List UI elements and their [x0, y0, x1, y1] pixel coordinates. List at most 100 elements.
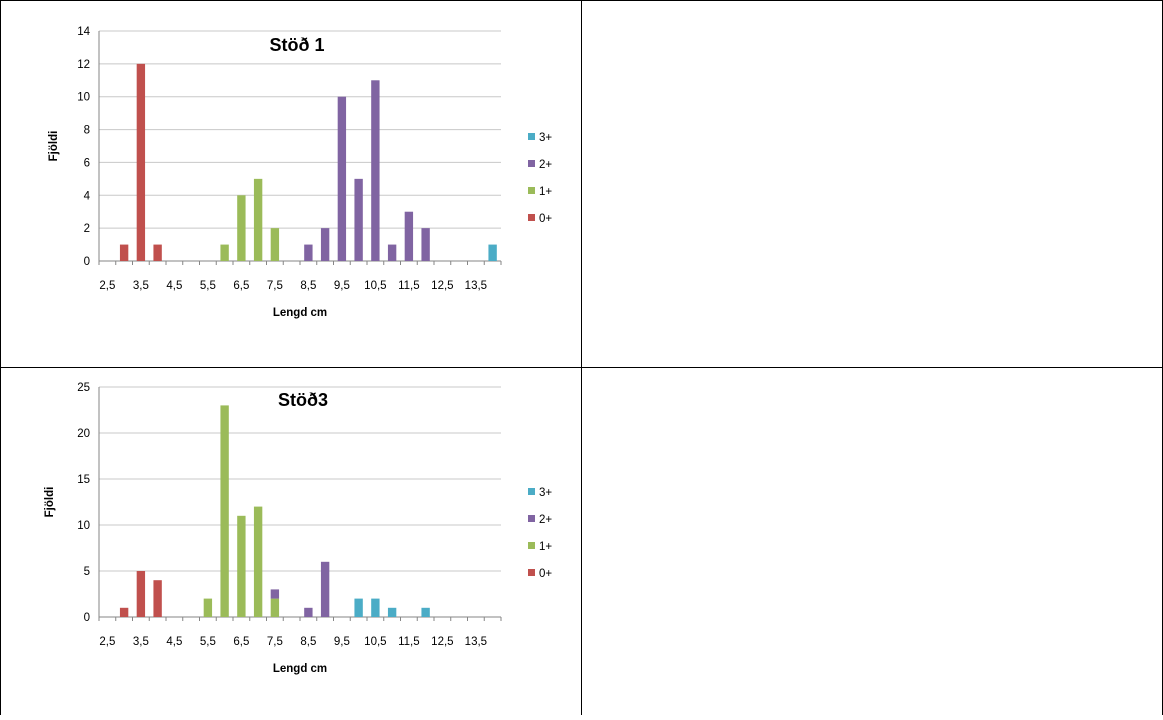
y-tick-label: 4 — [84, 190, 91, 202]
legend-label-0plus: 0+ — [539, 213, 552, 225]
x-tick-label: 8,5 — [300, 280, 316, 292]
bar-1plus-7 — [253, 506, 263, 617]
legend-swatch-3plus — [528, 488, 535, 495]
y-tick-label: 0 — [84, 612, 90, 624]
y-tick-label: 5 — [84, 566, 90, 578]
x-tick-label: 3,5 — [133, 280, 149, 292]
y-tick-label: 8 — [84, 125, 90, 137]
bar-0plus-4 — [153, 580, 162, 617]
legend-label-1plus: 1+ — [539, 186, 552, 198]
bar-1plus-5-5 — [203, 598, 213, 617]
legend-swatch-2plus — [528, 515, 535, 522]
y-tick-label: 12 — [77, 59, 90, 71]
bar-3plus-10-5 — [371, 598, 380, 617]
legend-swatch-0plus — [528, 214, 535, 221]
bar-2plus-9-5 — [337, 96, 347, 261]
chart-panel-stod-4: 0510152025303540452,53,54,55,56,57,58,59… — [45, 368, 1163, 715]
y-tick-label: 0 — [84, 256, 90, 268]
bar-3plus-12 — [421, 607, 430, 617]
x-tick-label: 5,5 — [200, 280, 216, 292]
chart-title: Stöð 1 — [269, 35, 324, 55]
legend-label-3plus: 3+ — [539, 487, 552, 499]
x-tick-label: 12,5 — [431, 280, 453, 292]
x-tick-label: 4,5 — [166, 280, 182, 292]
bar-1plus-6-5 — [237, 515, 246, 617]
y-tick-label: 15 — [77, 474, 90, 486]
bar-1plus-6 — [220, 244, 229, 261]
bar-1plus-7-5 — [270, 228, 280, 261]
bar-0plus-4 — [153, 244, 162, 261]
bar-2plus-8-5 — [304, 244, 313, 261]
chart-stod-3: 0 5 10 15 20 25 2,5 3,5 4,5 5,5 6,5 7,5 8,5 9,5 10,5 11… — [44, 382, 552, 675]
bar-2plus-8-5 — [304, 607, 313, 617]
x-tick-label: 10,5 — [364, 636, 386, 648]
x-tick-label: 9,5 — [334, 636, 350, 648]
bar-2plus-11 — [387, 244, 397, 261]
x-tick-label: 11,5 — [398, 280, 420, 292]
x-axis-label: Lengd cm — [273, 307, 327, 319]
x-tick-label: 2,5 — [99, 636, 115, 648]
x-tick-label: 12,5 — [431, 636, 453, 648]
x-tick-label: 11,5 — [398, 636, 420, 648]
bar-2plus-10 — [354, 178, 363, 261]
chart-panel-stod-3: 0 5 10 15 20 25 2,5 3,5 4,5 5,5 6,5 7,5 8,5 9,5 10,5 11… — [0, 368, 582, 715]
bar-2plus-12 — [421, 228, 430, 261]
legend-label-3plus: 3+ — [539, 132, 552, 144]
x-axis-label: Lengd cm — [273, 663, 327, 675]
chart-panel-stod-1: 0 2 4 6 8 10 12 14 2,5 3,5 4,5 5,5 6,5 7,5 8,5 9,5 10,5 1… — [0, 0, 582, 368]
bar-1plus-6-5 — [237, 195, 246, 261]
y-tick-label: 25 — [77, 382, 90, 394]
legend-label-2plus: 2+ — [539, 159, 552, 171]
bar-0plus-3-5 — [136, 63, 146, 261]
y-tick-label: 14 — [77, 26, 90, 38]
x-tick-label: 10,5 — [364, 280, 386, 292]
bar-3plus-14 — [488, 244, 497, 261]
x-tick-label: 3,5 — [133, 636, 149, 648]
bar-2plus-9 — [320, 561, 330, 617]
x-tick-label: 7,5 — [267, 636, 283, 648]
y-axis-label: Fjöldi — [48, 131, 60, 162]
legend-label-2plus: 2+ — [539, 514, 552, 526]
x-tick-label: 13,5 — [465, 636, 487, 648]
bar-3plus-10 — [354, 598, 363, 617]
x-tick-label: 2,5 — [99, 280, 115, 292]
legend-swatch-1plus — [528, 187, 535, 194]
chart-stod-1: 0 2 4 6 8 10 12 14 2,5 3,5 4,5 5,5 6,5 7,5 8,5 9,5 10,5 1… — [48, 26, 552, 319]
bar-0plus-3 — [119, 607, 129, 617]
y-axis-label: Fjöldi — [44, 487, 56, 518]
x-tick-label: 8,5 — [300, 636, 316, 648]
y-tick-label: 2 — [84, 223, 90, 235]
bar-2plus-10-5 — [371, 80, 380, 262]
y-tick-label: 10 — [77, 92, 90, 104]
x-tick-label: 9,5 — [334, 280, 350, 292]
bar-2plus-11-5 — [404, 211, 414, 261]
legend-label-0plus: 0+ — [539, 568, 552, 580]
bar-3plus-11 — [387, 607, 397, 617]
chart-title: Stöð3 — [278, 390, 328, 410]
bar-0plus-3 — [119, 244, 129, 261]
x-tick-label: 5,5 — [200, 636, 216, 648]
legend-swatch-2plus — [528, 160, 535, 167]
bar-1plus-6 — [220, 405, 229, 617]
chart-panel-stod-2: 0246810121416182,53,54,55,56,57,58,59,51… — [47, 0, 1163, 368]
bar-2plus-7-5 — [270, 589, 280, 599]
x-tick-label: 6,5 — [233, 280, 249, 292]
legend-swatch-0plus — [528, 569, 535, 576]
bar-1plus-7-5 — [270, 598, 280, 617]
chart-stod-4: 0510152025303540452,53,54,55,56,57,58,59… — [45, 381, 541, 677]
y-tick-label: 6 — [84, 157, 90, 169]
y-tick-label: 10 — [77, 520, 90, 532]
x-tick-label: 13,5 — [465, 280, 487, 292]
legend-swatch-1plus — [528, 542, 535, 549]
y-tick-label: 20 — [77, 428, 90, 440]
bar-0plus-3-5 — [136, 571, 146, 617]
chart-stod-2: 0246810121416182,53,54,55,56,57,58,59,51… — [47, 31, 541, 317]
bar-2plus-9 — [320, 228, 330, 261]
legend-swatch-3plus — [528, 133, 535, 140]
x-tick-label: 4,5 — [166, 636, 182, 648]
x-tick-label: 7,5 — [267, 280, 283, 292]
bar-1plus-7 — [253, 178, 263, 261]
legend-label-1plus: 1+ — [539, 541, 552, 553]
x-tick-label: 6,5 — [233, 636, 249, 648]
